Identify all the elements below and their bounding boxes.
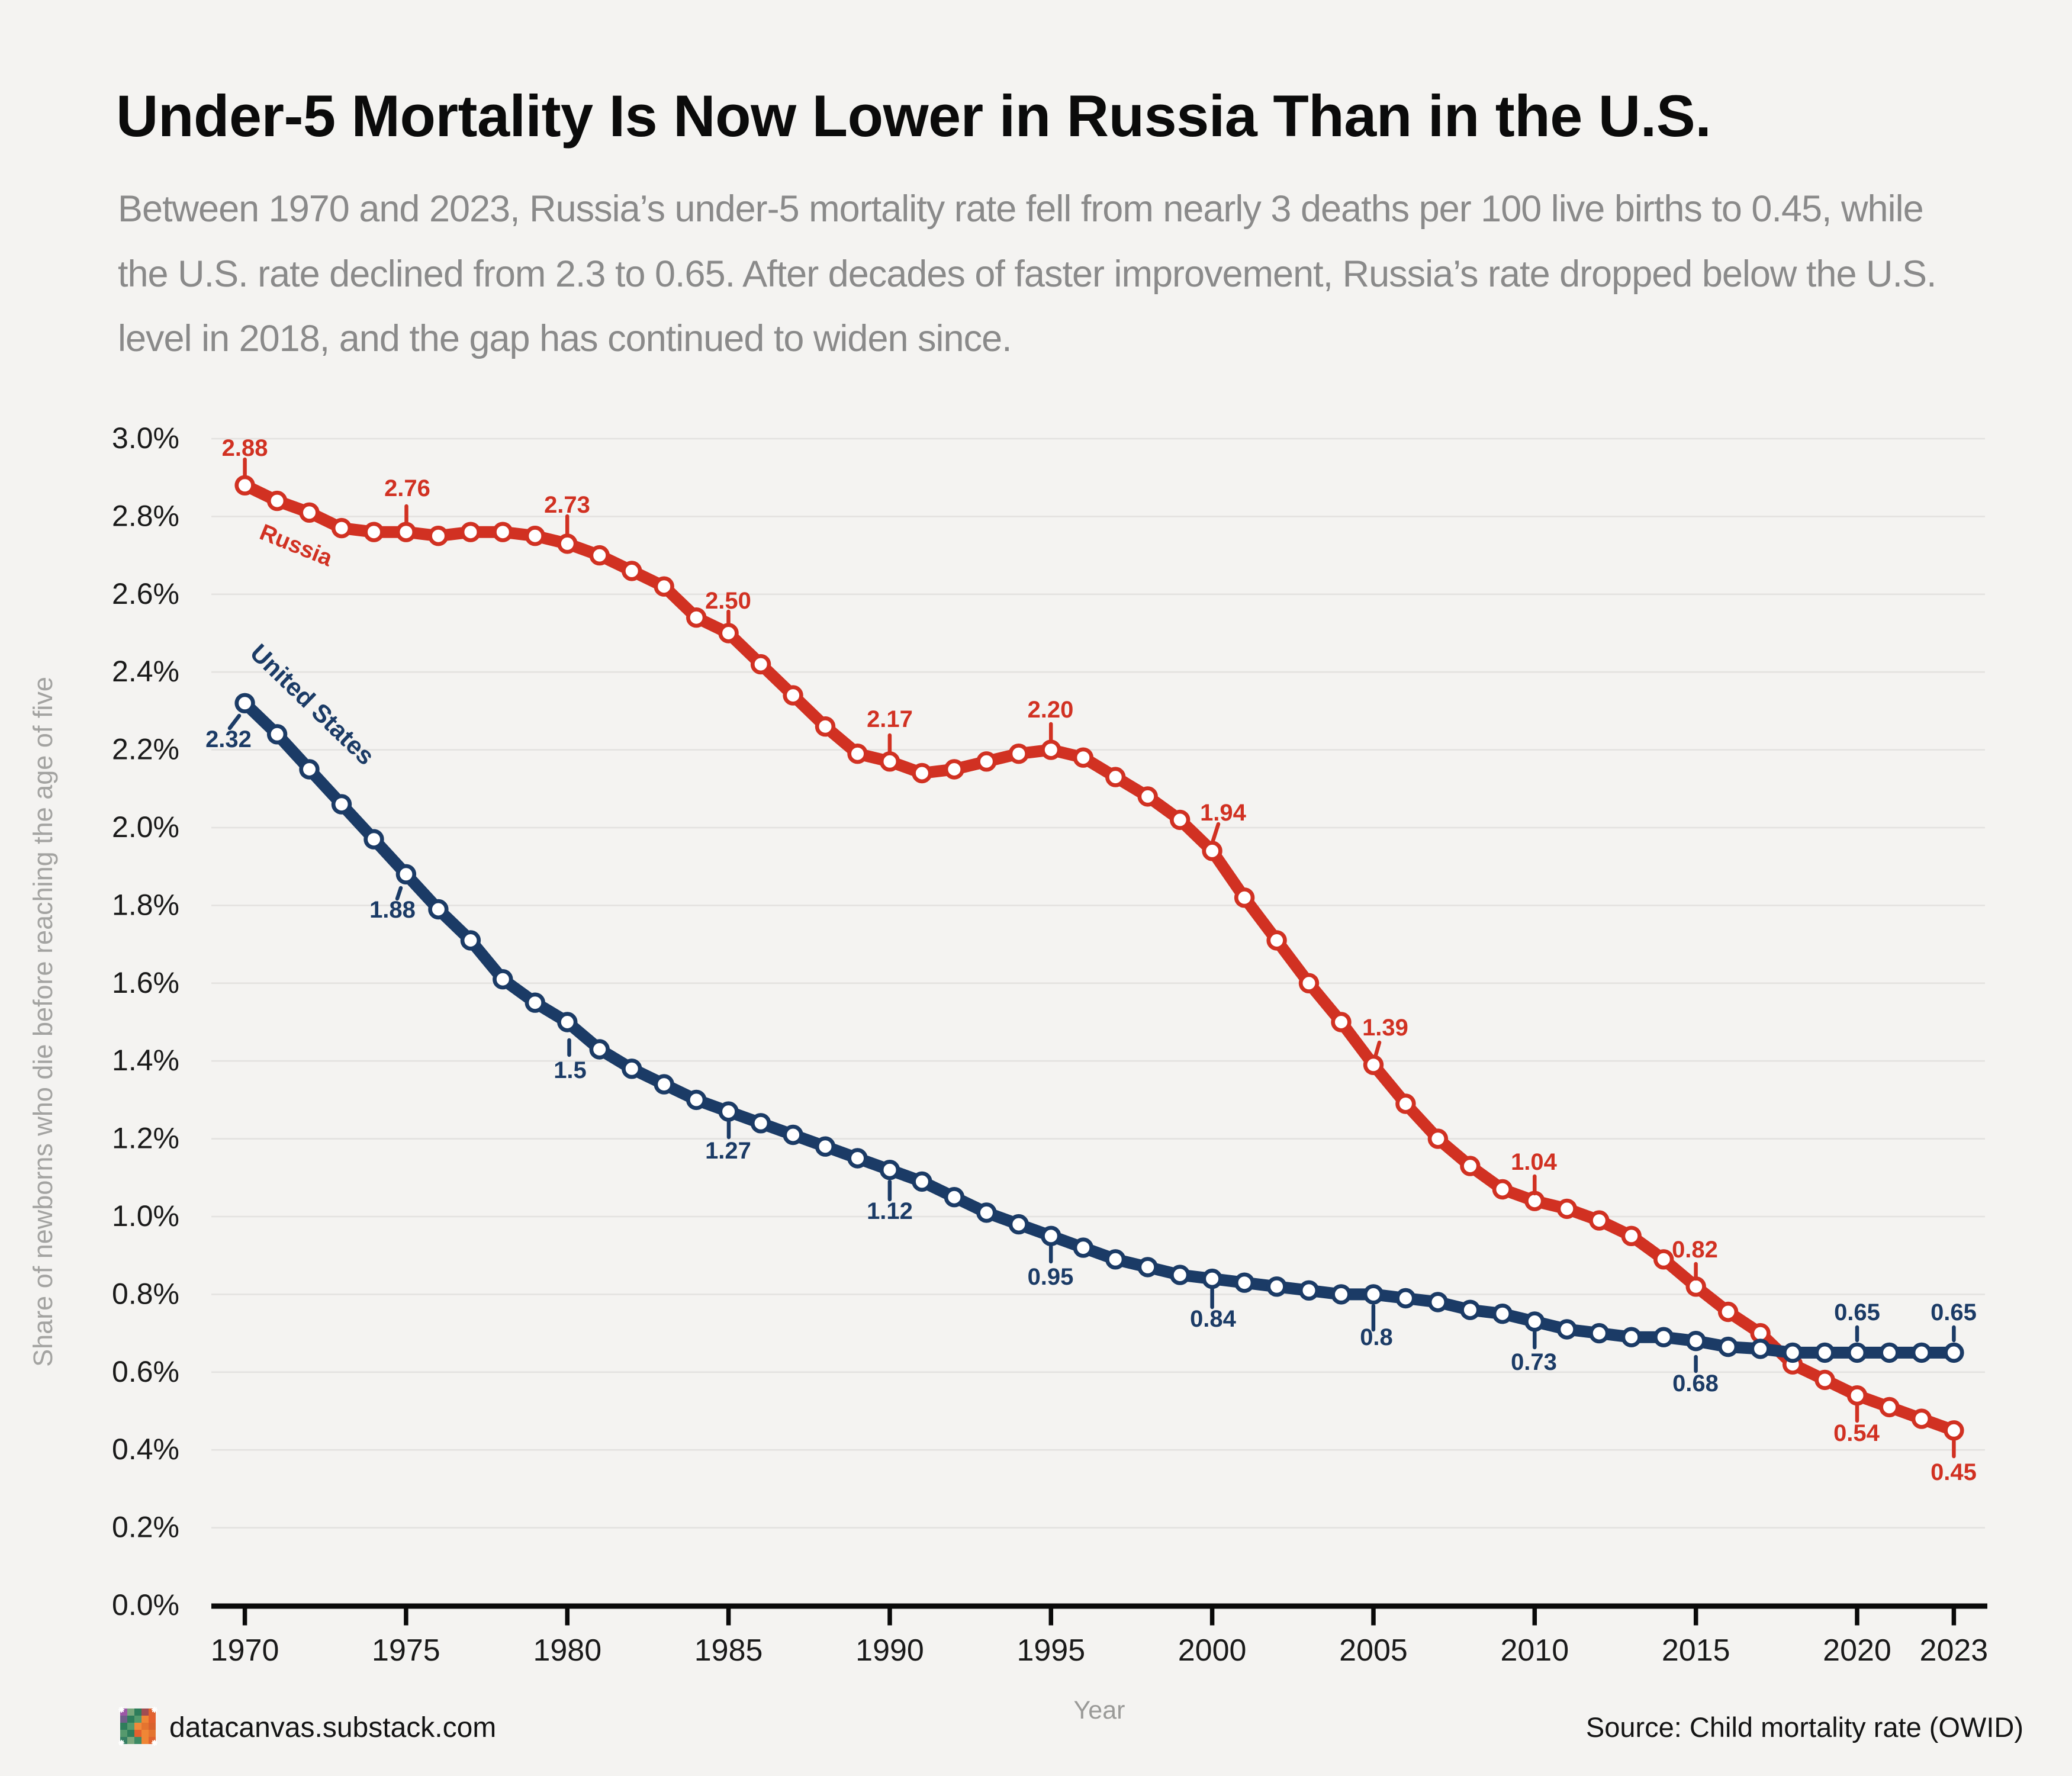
- svg-text:0.45: 0.45: [1931, 1459, 1977, 1485]
- svg-text:1.8%: 1.8%: [112, 888, 179, 921]
- svg-text:0.68: 0.68: [1672, 1370, 1719, 1397]
- svg-text:Under-5 Mortality Is Now Lower: Under-5 Mortality Is Now Lower in Russia…: [116, 83, 1711, 149]
- svg-text:2.2%: 2.2%: [112, 733, 179, 766]
- svg-text:Between 1970 and 2023, Russia’: Between 1970 and 2023, Russia’s under-5 …: [118, 188, 1923, 230]
- svg-text:1.0%: 1.0%: [112, 1199, 179, 1233]
- svg-text:0.4%: 0.4%: [112, 1433, 179, 1466]
- svg-text:0.8: 0.8: [1360, 1324, 1393, 1350]
- svg-text:2.88: 2.88: [222, 435, 268, 461]
- svg-text:0.84: 0.84: [1190, 1306, 1237, 1332]
- svg-text:Share of newborns who die befo: Share of newborns who die before reachin…: [28, 677, 58, 1367]
- svg-text:Source: Child mortality rate (: Source: Child mortality rate (OWID): [1586, 1711, 2023, 1743]
- svg-text:2.20: 2.20: [1028, 697, 1074, 723]
- svg-text:0.2%: 0.2%: [112, 1511, 179, 1544]
- svg-text:the U.S. rate declined from 2.: the U.S. rate declined from 2.3 to 0.65.…: [118, 253, 1936, 295]
- svg-text:2023: 2023: [1920, 1633, 1989, 1668]
- svg-text:1.4%: 1.4%: [112, 1044, 179, 1077]
- svg-text:0.0%: 0.0%: [112, 1588, 179, 1621]
- svg-text:1.12: 1.12: [867, 1198, 913, 1224]
- svg-text:1970: 1970: [211, 1633, 279, 1668]
- svg-text:2010: 2010: [1500, 1633, 1569, 1668]
- svg-text:Year: Year: [1074, 1696, 1125, 1724]
- svg-text:1.6%: 1.6%: [112, 966, 179, 999]
- svg-text:0.65: 0.65: [1931, 1299, 1977, 1325]
- svg-text:2.76: 2.76: [384, 475, 430, 501]
- svg-text:1990: 1990: [855, 1633, 924, 1668]
- svg-text:3.0%: 3.0%: [112, 422, 179, 455]
- svg-text:1995: 1995: [1016, 1633, 1085, 1668]
- svg-text:0.6%: 0.6%: [112, 1355, 179, 1388]
- svg-text:2.4%: 2.4%: [112, 655, 179, 688]
- svg-text:level in 2018, and the gap has: level in 2018, and the gap has continued…: [118, 318, 1012, 359]
- svg-text:1.2%: 1.2%: [112, 1122, 179, 1155]
- svg-text:2.73: 2.73: [544, 492, 590, 518]
- svg-text:2005: 2005: [1339, 1633, 1408, 1668]
- svg-text:1975: 1975: [372, 1633, 440, 1668]
- svg-text:2020: 2020: [1823, 1633, 1891, 1668]
- svg-text:datacanvas.substack.com: datacanvas.substack.com: [169, 1712, 496, 1743]
- svg-text:1.04: 1.04: [1511, 1149, 1558, 1175]
- svg-text:0.82: 0.82: [1672, 1237, 1718, 1263]
- svg-text:2015: 2015: [1662, 1633, 1730, 1668]
- svg-text:2000: 2000: [1178, 1633, 1247, 1668]
- svg-text:2.50: 2.50: [705, 588, 751, 614]
- svg-text:1.39: 1.39: [1362, 1015, 1408, 1041]
- svg-text:0.73: 0.73: [1511, 1349, 1557, 1375]
- svg-text:2.6%: 2.6%: [112, 577, 179, 610]
- svg-text:0.65: 0.65: [1834, 1299, 1880, 1325]
- svg-text:1.5: 1.5: [554, 1057, 587, 1083]
- svg-text:0.95: 0.95: [1028, 1264, 1074, 1290]
- svg-text:1.88: 1.88: [369, 897, 416, 923]
- svg-text:2.0%: 2.0%: [112, 810, 179, 844]
- svg-text:2.8%: 2.8%: [112, 499, 179, 532]
- svg-text:1980: 1980: [533, 1633, 601, 1668]
- svg-text:0.8%: 0.8%: [112, 1277, 179, 1310]
- svg-text:1.94: 1.94: [1200, 800, 1247, 826]
- svg-text:0.54: 0.54: [1833, 1420, 1880, 1446]
- svg-text:2.32: 2.32: [205, 726, 252, 752]
- svg-text:1985: 1985: [694, 1633, 763, 1668]
- svg-text:1.27: 1.27: [705, 1138, 751, 1164]
- svg-text:2.17: 2.17: [867, 706, 913, 732]
